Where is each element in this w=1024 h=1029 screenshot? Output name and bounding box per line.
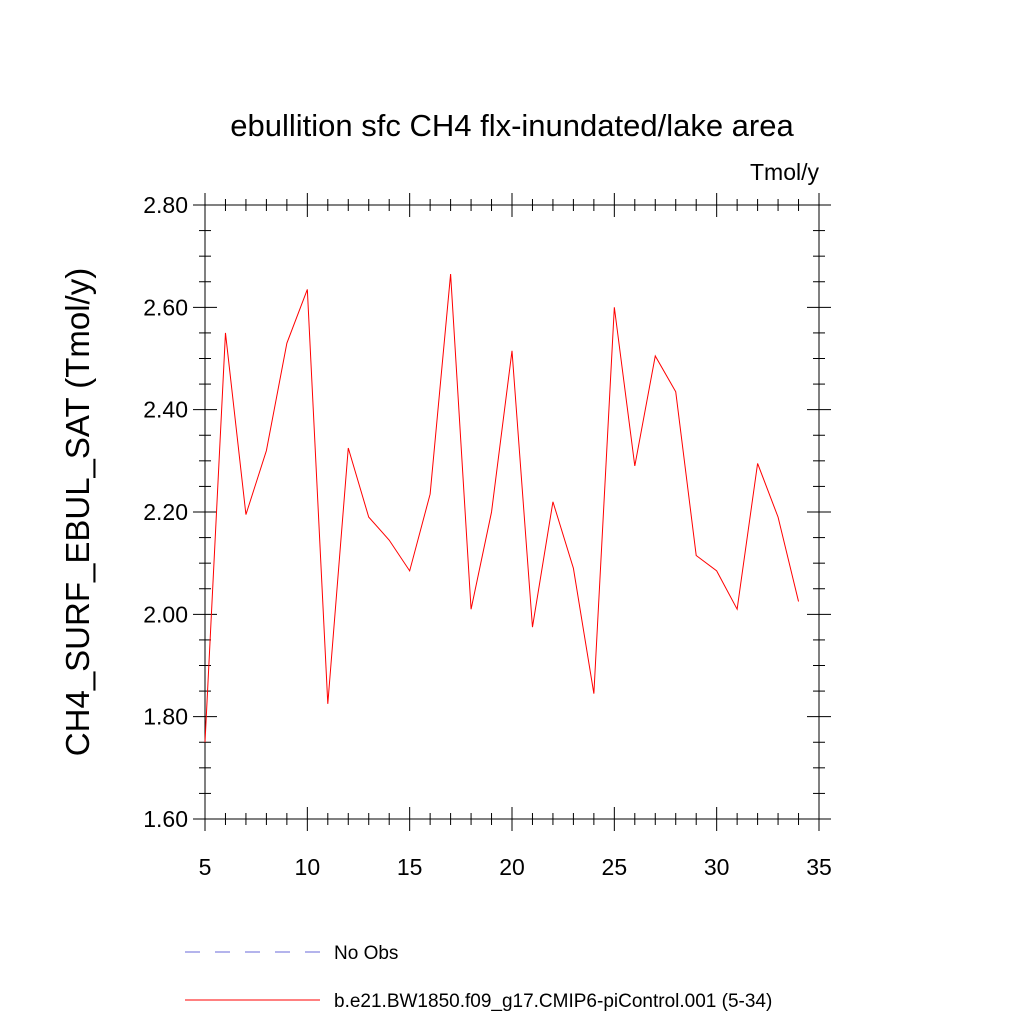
x-tick-label: 35 — [806, 854, 832, 880]
x-axis-ticks: 5 10 15 20 25 30 35 — [199, 193, 832, 880]
series-layer — [204, 274, 800, 743]
x-tick-label: 25 — [602, 854, 628, 880]
y-tick-label: 1.60 — [143, 806, 188, 832]
x-tick-label: 20 — [499, 854, 525, 880]
y-tick-label: 2.40 — [143, 397, 188, 423]
legend: No Obs b.e21.BW1850.f09_g17.CMIP6-piContr… — [185, 943, 772, 1012]
y-tick-label: 2.80 — [143, 192, 188, 218]
y-tick-label: 2.20 — [143, 499, 188, 525]
x-tick-label: 5 — [199, 854, 212, 880]
legend-label: b.e21.BW1850.f09_g17.CMIP6-piControl.001… — [334, 991, 772, 1012]
series-line — [204, 274, 800, 743]
y-tick-label: 2.60 — [143, 294, 188, 320]
units-label: Tmol/y — [750, 159, 820, 185]
x-tick-label: 15 — [397, 854, 423, 880]
plot-frame — [204, 204, 820, 820]
y-axis-ticks: 1.60 1.80 2.00 2.20 2.40 2.60 2.80 — [143, 192, 831, 832]
legend-label: No Obs — [334, 943, 398, 964]
x-tick-label: 10 — [295, 854, 321, 880]
y-tick-label: 1.80 — [143, 704, 188, 730]
x-tick-label: 30 — [704, 854, 730, 880]
y-axis-label: CH4_SURF_EBUL_SAT (Tmol/y) — [59, 268, 96, 756]
y-tick-label: 2.00 — [143, 601, 188, 627]
chart-title: ebullition sfc CH4 flx-inundated/lake ar… — [230, 108, 794, 143]
